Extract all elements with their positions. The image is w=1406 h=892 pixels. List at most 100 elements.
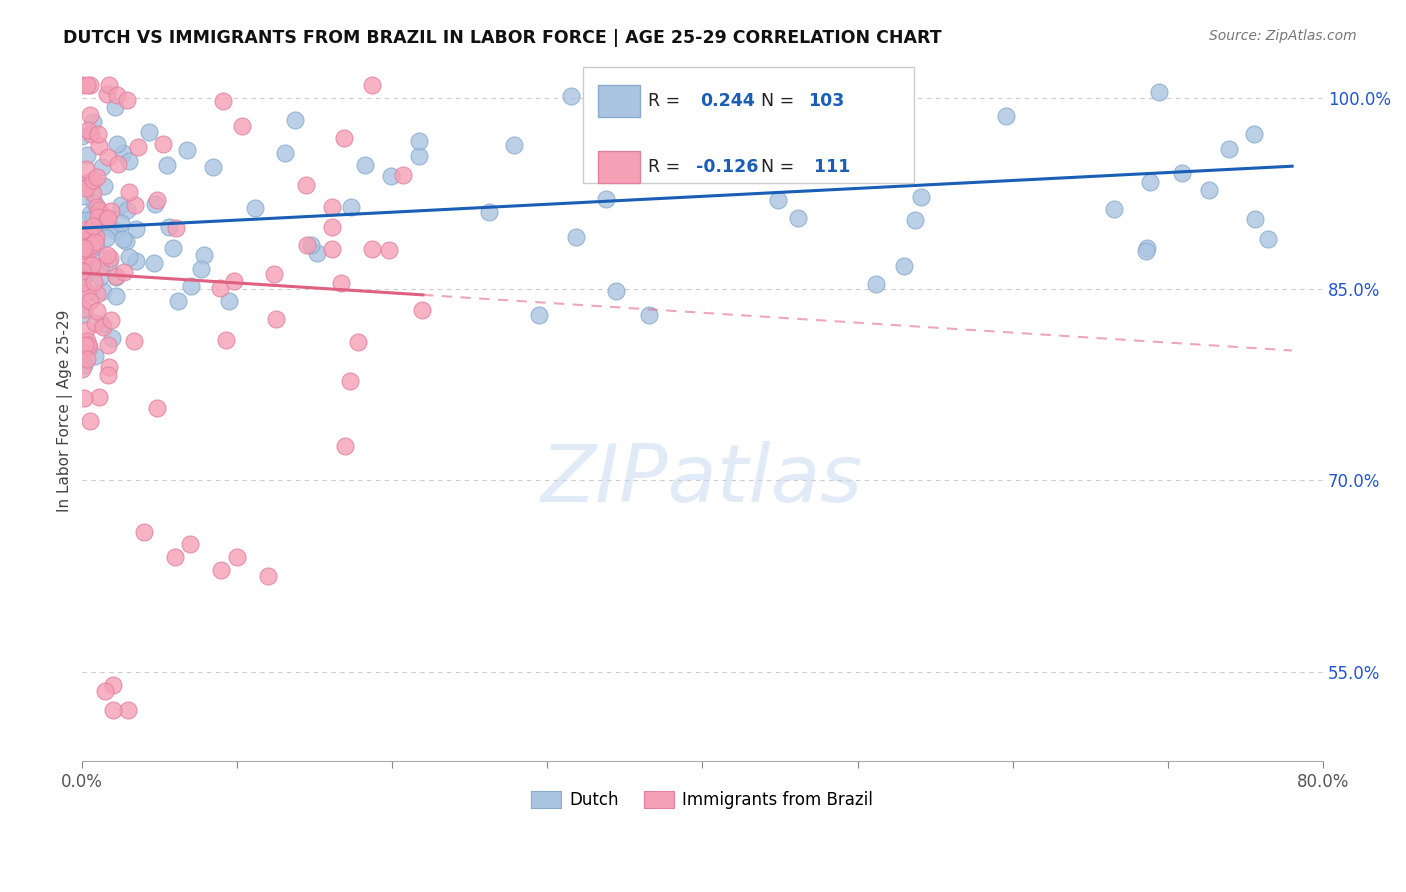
Point xyxy=(333,439,356,453)
Point xyxy=(70,263,93,277)
Point xyxy=(86,169,108,184)
Point xyxy=(98,255,121,269)
Point xyxy=(305,246,328,260)
Point xyxy=(380,169,402,183)
Point xyxy=(82,186,104,200)
Point xyxy=(105,269,128,284)
Point xyxy=(1139,175,1161,189)
Point xyxy=(73,248,96,262)
Point xyxy=(1136,241,1159,255)
Point xyxy=(79,175,101,189)
Point xyxy=(70,78,93,92)
Point xyxy=(1171,166,1194,180)
Point xyxy=(110,216,132,230)
Point xyxy=(256,569,278,583)
Y-axis label: In Labor Force | Age 25-29: In Labor Force | Age 25-29 xyxy=(58,310,73,511)
Point xyxy=(87,139,110,153)
Point xyxy=(264,312,287,326)
Legend: Dutch, Immigrants from Brazil: Dutch, Immigrants from Brazil xyxy=(524,784,880,816)
Point xyxy=(72,347,94,361)
Point xyxy=(340,200,363,214)
Point xyxy=(111,232,134,246)
Point xyxy=(122,334,145,348)
Point xyxy=(90,160,112,174)
Point xyxy=(96,211,118,226)
Point xyxy=(72,243,94,257)
Point xyxy=(274,145,297,160)
Point xyxy=(70,280,93,294)
Text: R =: R = xyxy=(648,92,686,110)
Point xyxy=(827,84,849,98)
Point xyxy=(100,331,122,345)
Point xyxy=(209,281,232,295)
Point xyxy=(86,304,108,318)
Point xyxy=(86,287,108,301)
Point xyxy=(76,123,98,137)
Point xyxy=(1198,184,1220,198)
Point xyxy=(560,88,582,103)
Point xyxy=(94,684,117,698)
Point xyxy=(96,248,118,262)
Point xyxy=(79,227,101,242)
Point xyxy=(76,352,98,367)
Point xyxy=(79,207,101,221)
Point xyxy=(72,241,94,255)
Text: 111: 111 xyxy=(808,158,851,176)
Point xyxy=(105,224,128,238)
Point xyxy=(411,303,433,318)
Point xyxy=(98,220,121,235)
Point xyxy=(107,157,129,171)
Point xyxy=(97,150,120,164)
Point xyxy=(76,233,98,247)
Point xyxy=(527,308,550,322)
Text: -0.126: -0.126 xyxy=(696,158,758,176)
Point xyxy=(76,334,98,348)
Point xyxy=(118,153,141,168)
Point xyxy=(79,108,101,122)
Point xyxy=(810,157,832,171)
Point xyxy=(73,253,96,268)
Point xyxy=(76,247,98,261)
Text: DUTCH VS IMMIGRANTS FROM BRAZIL IN LABOR FORCE | AGE 25-29 CORRELATION CHART: DUTCH VS IMMIGRANTS FROM BRAZIL IN LABOR… xyxy=(63,29,942,46)
Point xyxy=(392,168,415,182)
Point xyxy=(565,229,588,244)
Point xyxy=(995,109,1018,123)
Point xyxy=(117,703,139,717)
Point xyxy=(786,155,808,169)
Point xyxy=(70,277,93,291)
Point xyxy=(98,78,121,92)
Point xyxy=(1147,85,1170,99)
Point xyxy=(89,270,111,285)
Point xyxy=(97,338,120,352)
Point xyxy=(360,242,382,256)
Point xyxy=(104,100,127,114)
Point xyxy=(869,131,891,145)
Point xyxy=(231,120,253,134)
Point xyxy=(865,277,887,291)
Point xyxy=(299,238,322,252)
Point xyxy=(79,414,101,428)
Point xyxy=(132,524,155,539)
Point xyxy=(127,140,149,154)
Text: ZIPatlas: ZIPatlas xyxy=(541,442,863,519)
Text: N =: N = xyxy=(761,92,800,110)
Point xyxy=(138,125,160,139)
Point xyxy=(125,222,148,236)
Point xyxy=(761,129,783,144)
Point xyxy=(84,217,107,231)
Point xyxy=(378,244,401,258)
Point xyxy=(100,313,122,327)
Point xyxy=(1218,142,1240,156)
Point xyxy=(1257,232,1279,246)
Point xyxy=(101,703,124,717)
Point xyxy=(215,333,238,347)
Point xyxy=(84,230,107,244)
Point xyxy=(98,359,121,374)
Point xyxy=(887,118,910,132)
Point xyxy=(263,267,285,281)
Point xyxy=(125,253,148,268)
Point xyxy=(82,173,104,187)
Point xyxy=(179,537,201,551)
Point xyxy=(1135,244,1157,258)
Point xyxy=(595,192,617,206)
